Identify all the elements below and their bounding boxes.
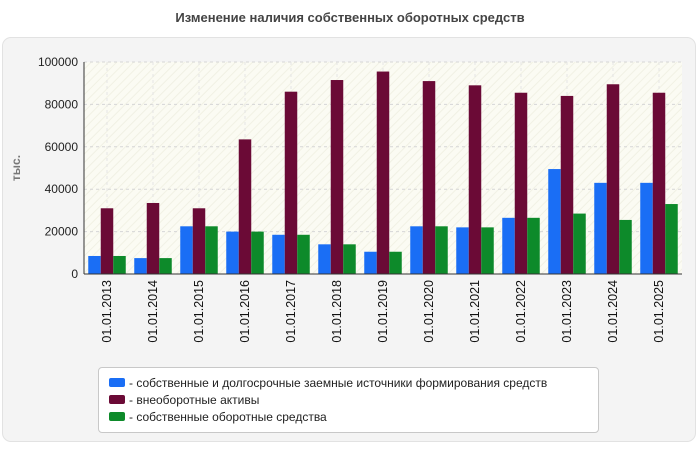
bar-series-0-01.01.2021: [456, 227, 469, 274]
legend-swatch: [109, 412, 125, 421]
y-tick-label: 0: [71, 267, 78, 281]
x-tick-label: 01.01.2025: [652, 280, 666, 343]
bar-series-1-01.01.2024: [606, 84, 620, 274]
bar-series-0-01.01.2024: [594, 182, 607, 274]
x-tick-label: 01.01.2017: [284, 280, 298, 343]
y-tick-label: 60000: [45, 140, 79, 154]
bar-series-2-01.01.2013: [113, 255, 126, 274]
legend-label: - собственные и долгосрочные заемные ист…: [129, 375, 548, 390]
legend: - собственные и долгосрочные заемные ист…: [98, 367, 599, 433]
tick-labels: 0 20000 40000 60000 80000 100000 01.01.2013 01.…: [38, 55, 666, 343]
bar-series-0-01.01.2015: [180, 226, 193, 274]
bar-series-0-01.01.2020: [410, 226, 423, 274]
x-tick-label: 01.01.2013: [100, 280, 114, 343]
y-tick-label: 20000: [45, 225, 79, 239]
legend-label: - собственные оборотные средства: [129, 409, 327, 424]
bar-series-2-01.01.2017: [297, 234, 310, 274]
bar-series-1-01.01.2015: [192, 208, 206, 274]
legend-item-sources: - собственные и долгосрочные заемные ист…: [109, 374, 598, 391]
bar-series-0-01.01.2016: [226, 231, 239, 274]
bar-series-1-01.01.2017: [284, 91, 298, 275]
chart-title: Изменение наличия собственных оборотных …: [175, 10, 525, 25]
y-tick-label: 40000: [45, 182, 79, 196]
legend-label: - внеоборотные активы: [129, 392, 260, 407]
bar-series-0-01.01.2017: [272, 234, 285, 274]
bar-series-1-01.01.2013: [100, 208, 114, 274]
x-tick-label: 01.01.2016: [238, 280, 252, 343]
x-tick-label: 01.01.2022: [514, 280, 528, 343]
x-tick-label: 01.01.2019: [376, 280, 390, 343]
bar-series-2-01.01.2020: [435, 226, 448, 274]
bar-series-2-01.01.2025: [665, 204, 678, 274]
legend-item-noncurrent-assets: - внеоборотные активы: [109, 391, 598, 408]
bar-series-2-01.01.2016: [251, 231, 264, 274]
axes: [83, 62, 682, 275]
bar-series-2-01.01.2024: [619, 219, 632, 274]
bar-series-2-01.01.2018: [343, 244, 356, 274]
bar-series-1-01.01.2022: [514, 92, 528, 275]
x-tick-label: 01.01.2021: [468, 280, 482, 343]
bar-series-2-01.01.2019: [389, 251, 402, 274]
x-tick-label: 01.01.2018: [330, 280, 344, 343]
legend-item-working-capital: - собственные оборотные средства: [109, 408, 598, 425]
bar-series-1-01.01.2021: [468, 85, 482, 274]
x-tick-label: 01.01.2023: [560, 280, 574, 343]
bar-series-2-01.01.2014: [159, 258, 172, 274]
bar-series-2-01.01.2023: [573, 213, 586, 274]
y-axis-label: тыс.: [9, 155, 23, 181]
bar-series-0-01.01.2023: [548, 169, 561, 274]
bar-series-1-01.01.2018: [330, 80, 344, 275]
bar-series-0-01.01.2025: [640, 182, 653, 274]
bar-series-1-01.01.2020: [422, 81, 436, 274]
bar-series-1-01.01.2014: [146, 202, 160, 274]
bar-series-2-01.01.2015: [205, 226, 218, 274]
bar-series-0-01.01.2018: [318, 244, 331, 274]
bar-series-0-01.01.2019: [364, 251, 377, 274]
bar-series-1-01.01.2023: [560, 95, 574, 274]
bar-series-1-01.01.2016: [238, 139, 252, 274]
bars: [88, 71, 678, 275]
bar-series-2-01.01.2022: [527, 217, 540, 274]
x-tick-label: 01.01.2024: [606, 280, 620, 343]
x-tick-label: 01.01.2020: [422, 280, 436, 343]
bar-series-1-01.01.2025: [652, 92, 666, 275]
x-tick-label: 01.01.2014: [146, 280, 160, 343]
y-tick-label: 100000: [38, 55, 78, 69]
bar-series-0-01.01.2013: [88, 255, 101, 274]
bar-series-2-01.01.2021: [481, 227, 494, 274]
legend-swatch: [109, 378, 125, 387]
x-tick-label: 01.01.2015: [192, 280, 206, 343]
y-tick-label: 80000: [45, 97, 79, 111]
bar-series-1-01.01.2019: [376, 71, 390, 274]
bar-series-0-01.01.2022: [502, 217, 515, 274]
legend-swatch: [109, 395, 125, 404]
bar-series-0-01.01.2014: [134, 258, 147, 274]
